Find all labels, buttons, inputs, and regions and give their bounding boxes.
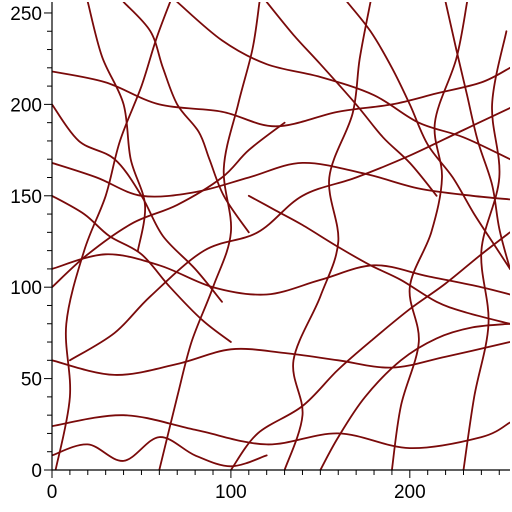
fiber-line-8 [283, 2, 372, 470]
fiber-group [52, 2, 510, 470]
fiber-line-6 [54, 2, 171, 470]
fiber-line-24 [444, 2, 510, 270]
fiber-line-23 [86, 2, 146, 252]
fiber-line-12 [176, 2, 510, 161]
fiber-line-7 [158, 2, 261, 470]
fiber-line-15 [52, 103, 223, 303]
fiber-line-13 [69, 107, 510, 362]
x-tick-label: 100 [215, 482, 247, 503]
y-tick-label: 100 [10, 278, 42, 299]
y-tick-label: 50 [21, 370, 42, 391]
y-tick-label: 0 [31, 461, 42, 482]
fiber-line-20 [346, 2, 510, 270]
x-tick-label: 0 [47, 482, 58, 503]
fiber-line-14 [230, 231, 510, 470]
fiber-line-21 [52, 194, 232, 343]
fiber-line-22 [247, 194, 510, 325]
fiber-line-11 [52, 121, 286, 289]
fiber-line-18 [52, 436, 268, 468]
fiber-line-5 [52, 414, 510, 450]
fiber-line-16 [265, 2, 438, 197]
fiber-line-10 [462, 30, 508, 470]
x-tick-label: 200 [394, 482, 426, 503]
fiber-line-17 [319, 322, 510, 470]
fiber-line-19 [122, 2, 250, 234]
y-tick-label: 150 [10, 187, 42, 208]
fiber-line-4 [52, 341, 510, 376]
y-tick-label: 250 [10, 4, 42, 25]
y-tick-label: 200 [10, 95, 42, 116]
fiber-line-9 [391, 2, 468, 470]
fiber-line-2 [52, 161, 510, 201]
fiber-line-1 [52, 66, 510, 128]
fiber-line-3 [52, 253, 510, 296]
